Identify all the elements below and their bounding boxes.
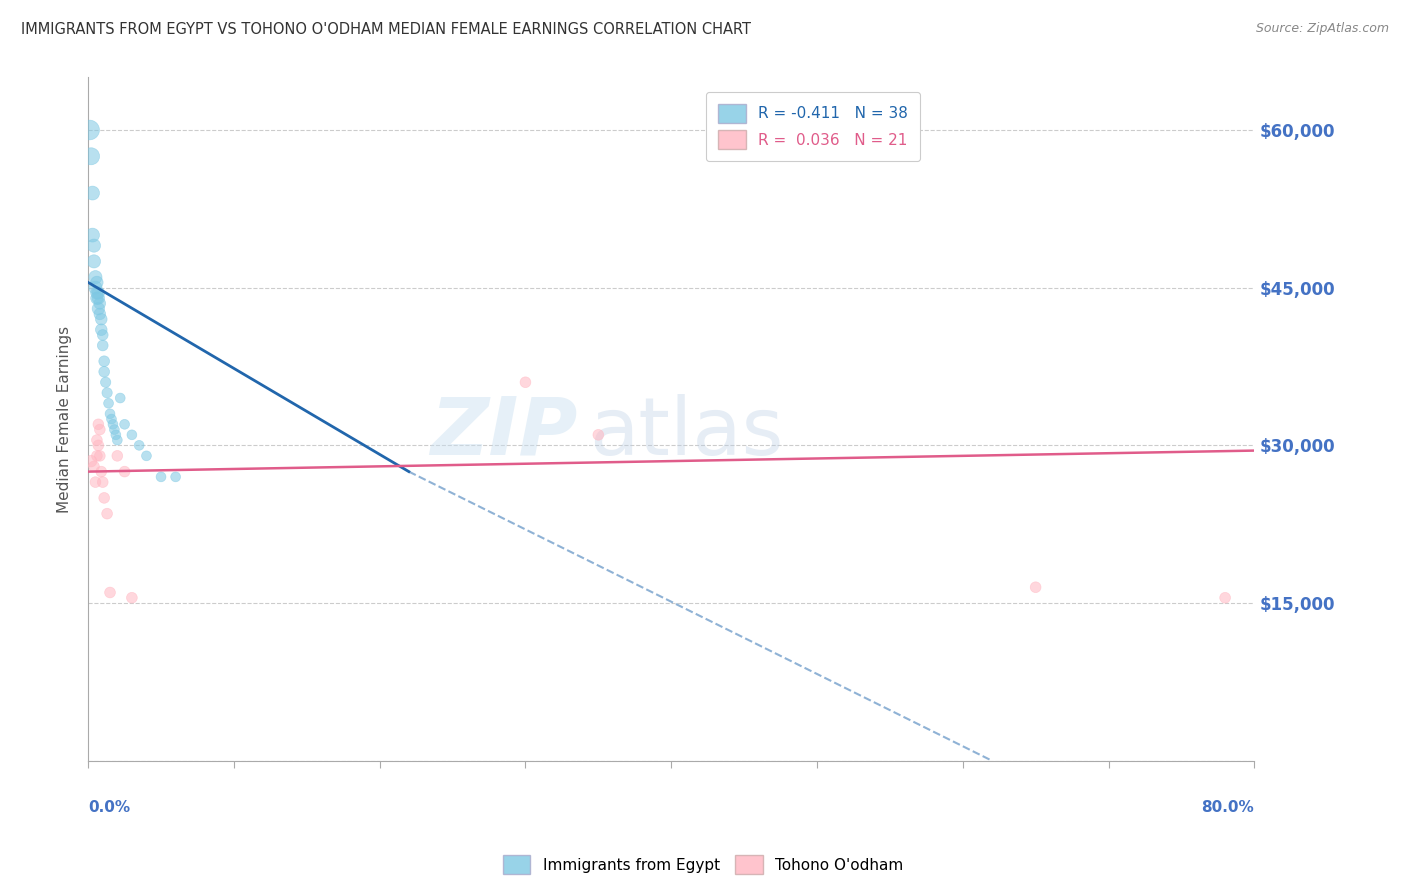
Point — [96, 385, 118, 400]
Point — [87, 417, 110, 432]
Point — [82, 186, 104, 200]
Point — [110, 391, 132, 405]
Point — [89, 449, 111, 463]
Point — [135, 449, 157, 463]
Text: atlas: atlas — [589, 393, 785, 472]
Point — [89, 423, 111, 437]
Point — [84, 270, 107, 285]
Point — [150, 470, 173, 484]
Point — [83, 238, 105, 252]
Point — [86, 433, 108, 447]
Point — [83, 459, 105, 474]
Point — [87, 301, 110, 316]
Point — [104, 427, 127, 442]
Text: IMMIGRANTS FROM EGYPT VS TOHONO O'ODHAM MEDIAN FEMALE EARNINGS CORRELATION CHART: IMMIGRANTS FROM EGYPT VS TOHONO O'ODHAM … — [21, 22, 751, 37]
Point — [87, 291, 110, 305]
Point — [93, 491, 115, 505]
Point — [114, 417, 136, 432]
Point — [105, 433, 128, 447]
Point — [87, 285, 110, 300]
Point — [91, 328, 114, 343]
Point — [80, 149, 103, 163]
Point — [91, 338, 114, 352]
Point — [121, 427, 143, 442]
Point — [165, 470, 187, 484]
Point — [86, 291, 108, 305]
Point — [79, 123, 101, 137]
Point — [96, 507, 118, 521]
Point — [90, 323, 112, 337]
Text: Source: ZipAtlas.com: Source: ZipAtlas.com — [1256, 22, 1389, 36]
Point — [93, 354, 115, 368]
Point — [91, 475, 114, 489]
Point — [83, 254, 105, 268]
Point — [1025, 580, 1047, 594]
Legend: Immigrants from Egypt, Tohono O'odham: Immigrants from Egypt, Tohono O'odham — [496, 849, 910, 880]
Point — [86, 285, 108, 300]
Point — [588, 427, 610, 442]
Point — [105, 449, 128, 463]
Point — [1213, 591, 1236, 605]
Point — [90, 312, 112, 326]
Point — [86, 449, 108, 463]
Point — [87, 438, 110, 452]
Point — [93, 365, 115, 379]
Point — [98, 407, 121, 421]
Point — [103, 423, 125, 437]
Point — [121, 591, 143, 605]
Y-axis label: Median Female Earnings: Median Female Earnings — [58, 326, 72, 513]
Legend: R = -0.411   N = 38, R =  0.036   N = 21: R = -0.411 N = 38, R = 0.036 N = 21 — [706, 92, 920, 161]
Text: 0.0%: 0.0% — [89, 799, 131, 814]
Point — [80, 454, 103, 468]
Point — [98, 585, 121, 599]
Point — [94, 376, 117, 390]
Point — [89, 307, 111, 321]
Point — [97, 396, 120, 410]
Text: 80.0%: 80.0% — [1202, 799, 1254, 814]
Point — [101, 417, 124, 432]
Point — [515, 376, 537, 390]
Point — [100, 412, 122, 426]
Point — [84, 280, 107, 294]
Point — [114, 465, 136, 479]
Point — [89, 296, 111, 310]
Point — [84, 475, 107, 489]
Text: ZIP: ZIP — [430, 393, 578, 472]
Point — [86, 276, 108, 290]
Point — [128, 438, 150, 452]
Point — [90, 465, 112, 479]
Point — [82, 228, 104, 243]
